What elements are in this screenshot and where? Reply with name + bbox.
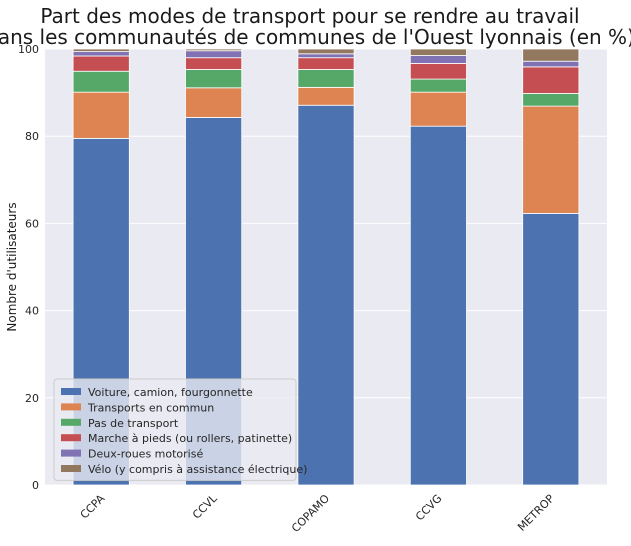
y-tick-label: 40 <box>25 305 39 318</box>
y-tick-label: 0 <box>32 479 39 492</box>
bar-segment <box>409 48 467 56</box>
bar-segment <box>297 57 355 70</box>
bar-segment <box>297 86 355 106</box>
bar-segment <box>185 69 243 89</box>
bar-segment <box>72 48 130 53</box>
bar-segment <box>185 50 243 59</box>
legend-label: Marche à pieds (ou rollers, patinette) <box>88 432 292 445</box>
bar-segment <box>72 91 130 139</box>
bar-segment <box>522 60 580 68</box>
x-tick-label: METROP <box>515 492 557 534</box>
bar-segment <box>522 93 580 107</box>
bar-segment <box>297 48 355 55</box>
bar-segment <box>297 69 355 88</box>
legend-label: Voiture, camion, fourgonnette <box>88 386 253 399</box>
x-tick-label: CCPA <box>78 492 108 522</box>
legend-swatch <box>61 434 81 442</box>
legend-label: Transports en commun <box>87 401 214 414</box>
bar-segment <box>72 55 130 72</box>
legend-label: Vélo (y compris à assistance électrique) <box>88 463 307 476</box>
y-axis-label: Nombre d'utilisateurs <box>5 202 19 331</box>
bar-segment <box>409 62 467 80</box>
legend-swatch <box>61 418 81 426</box>
y-tick-label: 60 <box>25 217 39 230</box>
bar-segment <box>185 48 243 52</box>
bar-segment <box>297 53 355 59</box>
bar-segment <box>185 87 243 118</box>
bar-segment <box>522 66 580 94</box>
bar-segment <box>72 70 130 93</box>
x-axis-ticks: CCPA CCVL COPAMO CCVG METROP <box>78 491 557 535</box>
y-tick-label: 20 <box>25 392 39 405</box>
x-tick-label: CCVL <box>190 491 220 521</box>
legend-swatch <box>61 388 81 395</box>
y-tick-label: 100 <box>18 43 39 56</box>
bar-segment <box>522 48 580 62</box>
legend: Voiture, camion, fourgonnette Transports … <box>53 378 307 481</box>
chart-title-line-1: Part des modes de transport pour se rend… <box>40 4 579 28</box>
x-tick-label: CCVG <box>413 492 444 523</box>
bar-segment <box>409 55 467 64</box>
legend-label: Deux-roues motorisé <box>88 448 203 461</box>
legend-swatch <box>61 449 81 457</box>
legend-swatch <box>61 403 81 411</box>
bar-segment <box>409 125 467 486</box>
bar-segment <box>72 51 130 57</box>
legend-label: Pas de transport <box>88 417 179 430</box>
legend-swatch <box>61 465 81 472</box>
bar-segment <box>409 91 467 127</box>
y-axis-ticks: 0 20 40 60 80 100 <box>18 43 39 492</box>
y-tick-label: 80 <box>25 130 39 143</box>
chart-title-line-2: dans les communautés de communes de l'Ou… <box>0 25 631 49</box>
x-tick-label: COPAMO <box>289 492 332 535</box>
bar-segment <box>409 78 467 93</box>
bar-segment <box>522 105 580 214</box>
bar-segment <box>185 57 243 70</box>
bar-segment <box>522 212 580 486</box>
legend-box <box>53 378 297 481</box>
bar-segment <box>297 104 355 486</box>
